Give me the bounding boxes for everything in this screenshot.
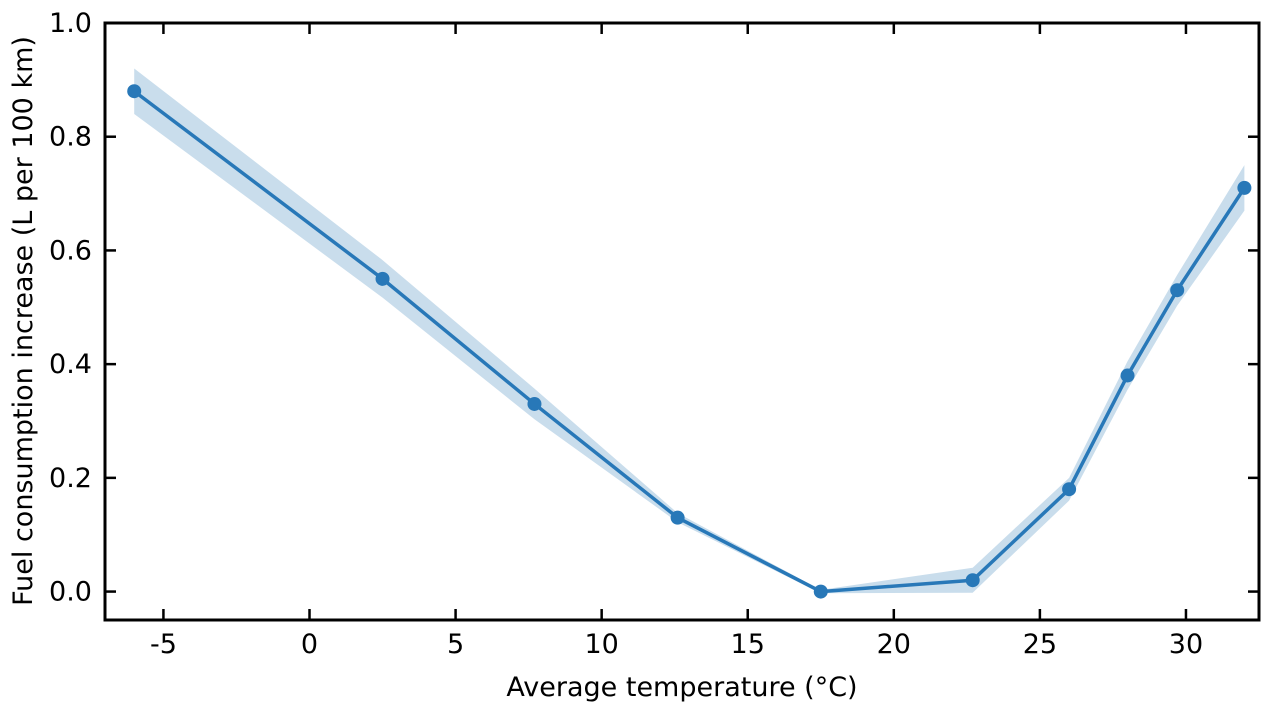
x-tick-label: -5 (150, 629, 177, 660)
x-tick-label: 0 (301, 629, 318, 660)
tick-label-layer: -5 0 5 10 15 20 25 30 0.0 0.2 0.4 0.6 0.8 1.0 (49, 8, 1203, 660)
spine-layer (103, 21, 1261, 622)
marker-layer (127, 84, 1252, 599)
y-tick-label: 1.0 (49, 8, 92, 39)
plot-frame (103, 21, 1261, 622)
x-tick-label: 5 (447, 629, 464, 660)
y-tick-label: 0.2 (49, 463, 92, 494)
tick-layer (105, 21, 1259, 620)
data-point-marker (375, 271, 390, 286)
data-point-marker (527, 396, 542, 411)
x-tick-label: 10 (584, 629, 618, 660)
data-point-marker (965, 573, 980, 588)
confidence-band (134, 68, 1245, 594)
x-tick-label: 30 (1169, 629, 1203, 660)
y-tick-label: 0.6 (49, 235, 92, 266)
y-tick-label: 0.8 (49, 122, 92, 153)
x-tick-label: 15 (731, 629, 765, 660)
band-layer (134, 68, 1245, 594)
data-point-marker (813, 584, 828, 599)
data-point-marker (1237, 180, 1252, 195)
data-point-marker (1120, 368, 1135, 383)
data-line (132, 89, 1247, 594)
y-tick-label: 0.0 (49, 577, 92, 608)
x-tick-label: 25 (1023, 629, 1057, 660)
data-point-marker (670, 510, 685, 525)
data-point-marker (1170, 283, 1185, 298)
line-layer (132, 89, 1247, 594)
data-point-marker (127, 84, 142, 99)
y-axis-label: Fuel consumption increase (L per 100 km) (8, 36, 39, 606)
data-point-marker (1062, 482, 1077, 497)
y-tick-label: 0.4 (49, 349, 92, 380)
x-tick-label: 20 (877, 629, 911, 660)
x-axis-label: Average temperature (°C) (506, 672, 857, 703)
